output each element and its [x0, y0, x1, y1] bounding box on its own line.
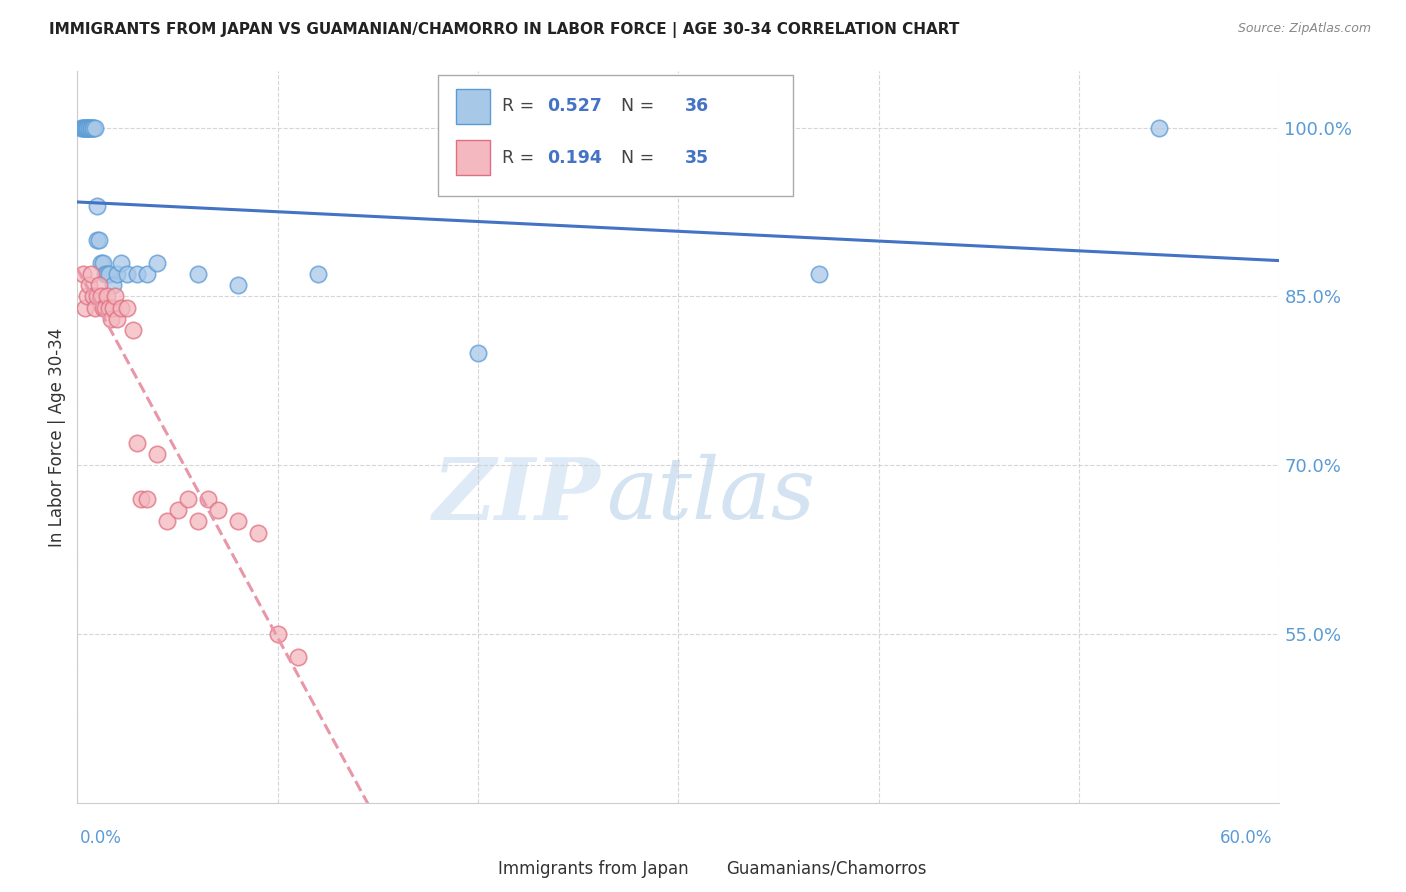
Text: 35: 35 [685, 149, 709, 167]
FancyBboxPatch shape [679, 854, 717, 883]
Point [207, 503, 229, 517]
Point [86, 199, 108, 213]
Point [80, 120, 103, 135]
Point [79, 278, 101, 293]
Text: 60.0%: 60.0% [1220, 829, 1272, 847]
Point [246, 525, 269, 540]
Point [100, 312, 122, 326]
Point [84, 120, 107, 135]
Point [84, 301, 107, 315]
Point [96, 289, 118, 303]
Point [94, 267, 117, 281]
Point [76, 120, 98, 135]
Text: atlas: atlas [606, 454, 815, 537]
Point [96, 267, 118, 281]
Point [86, 289, 108, 303]
Point [186, 267, 209, 281]
Point [98, 301, 121, 315]
Text: Immigrants from Japan: Immigrants from Japan [498, 860, 689, 878]
Point [80, 267, 103, 281]
Point [76, 120, 98, 135]
Point [72, 120, 94, 135]
Point [79, 120, 101, 135]
Point [75, 120, 97, 135]
Point [287, 649, 309, 664]
Point [122, 323, 145, 337]
Text: 0.194: 0.194 [547, 149, 602, 167]
Point [93, 255, 115, 269]
Point [1149, 120, 1171, 135]
Point [267, 627, 290, 641]
Point [75, 120, 97, 135]
Point [98, 267, 121, 281]
Point [131, 491, 153, 506]
Point [117, 301, 139, 315]
FancyBboxPatch shape [439, 75, 793, 195]
Point [70, 120, 93, 135]
Point [103, 278, 125, 293]
Point [146, 447, 169, 461]
Point [90, 289, 112, 303]
Point [136, 491, 159, 506]
Point [89, 233, 111, 247]
Text: IMMIGRANTS FROM JAPAN VS GUAMANIAN/CHAMORRO IN LABOR FORCE | AGE 30-34 CORRELATI: IMMIGRANTS FROM JAPAN VS GUAMANIAN/CHAMO… [49, 22, 959, 38]
Point [80, 120, 103, 135]
Point [75, 301, 97, 315]
Point [90, 255, 112, 269]
Point [136, 267, 159, 281]
Point [467, 345, 489, 359]
Point [107, 312, 129, 326]
Point [104, 289, 127, 303]
Text: N =: N = [610, 149, 659, 167]
Text: 0.527: 0.527 [547, 97, 602, 115]
Point [89, 278, 111, 293]
Point [176, 491, 198, 506]
Text: 36: 36 [685, 97, 709, 115]
Point [186, 515, 209, 529]
Text: R =: R = [502, 97, 540, 115]
Point [107, 267, 129, 281]
Point [127, 267, 149, 281]
Point [103, 301, 125, 315]
Point [82, 120, 104, 135]
Point [93, 301, 115, 315]
Point [72, 267, 94, 281]
Text: Source: ZipAtlas.com: Source: ZipAtlas.com [1237, 22, 1371, 36]
Point [110, 255, 132, 269]
Point [226, 278, 249, 293]
Text: N =: N = [610, 97, 659, 115]
Point [117, 267, 139, 281]
Point [166, 503, 188, 517]
FancyBboxPatch shape [456, 89, 489, 124]
Point [86, 233, 108, 247]
Point [146, 255, 169, 269]
Point [82, 289, 104, 303]
Point [76, 120, 98, 135]
Point [807, 267, 830, 281]
Point [82, 120, 104, 135]
Text: R =: R = [502, 149, 540, 167]
Point [156, 515, 179, 529]
Y-axis label: In Labor Force | Age 30-34: In Labor Force | Age 30-34 [48, 327, 66, 547]
Point [94, 301, 117, 315]
Text: 0.0%: 0.0% [80, 829, 122, 847]
Point [197, 491, 219, 506]
FancyBboxPatch shape [456, 140, 489, 175]
Point [307, 267, 329, 281]
Point [79, 120, 101, 135]
Point [226, 515, 249, 529]
Text: ZIP: ZIP [433, 454, 600, 537]
Point [76, 289, 98, 303]
Point [72, 120, 94, 135]
Point [127, 435, 149, 450]
FancyBboxPatch shape [450, 854, 488, 883]
Text: Guamanians/Chamorros: Guamanians/Chamorros [727, 860, 927, 878]
Point [110, 301, 132, 315]
